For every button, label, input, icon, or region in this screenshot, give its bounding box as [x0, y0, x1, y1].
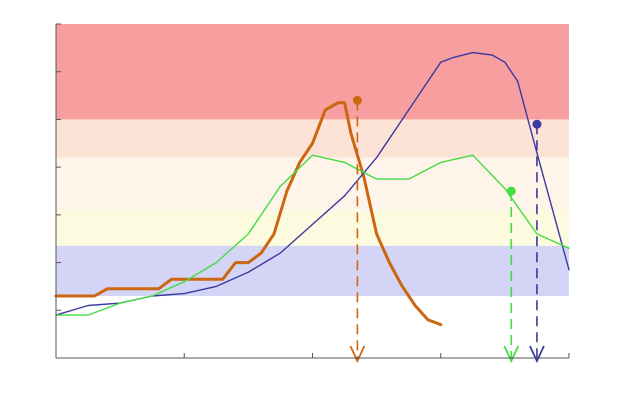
band-red: [56, 24, 569, 120]
background-bands: [56, 24, 569, 296]
band-cream: [56, 157, 569, 211]
series-line-3: [55, 154, 570, 316]
peak-marker-1: [352, 95, 362, 105]
band-yellow: [56, 210, 569, 246]
series-line-2: [55, 51, 570, 316]
drop-arrows: [349, 100, 545, 364]
peak-marker-3: [506, 186, 516, 196]
arrow-head-2: [529, 345, 545, 364]
series-line-1: [54, 101, 443, 327]
axes: [55, 23, 570, 359]
peak-markers: [352, 95, 542, 196]
band-peach: [56, 119, 569, 158]
arrow-head-3: [503, 345, 520, 364]
series-layer: [54, 51, 570, 327]
arrow-head-1: [349, 345, 366, 364]
peak-marker-2: [532, 119, 542, 129]
